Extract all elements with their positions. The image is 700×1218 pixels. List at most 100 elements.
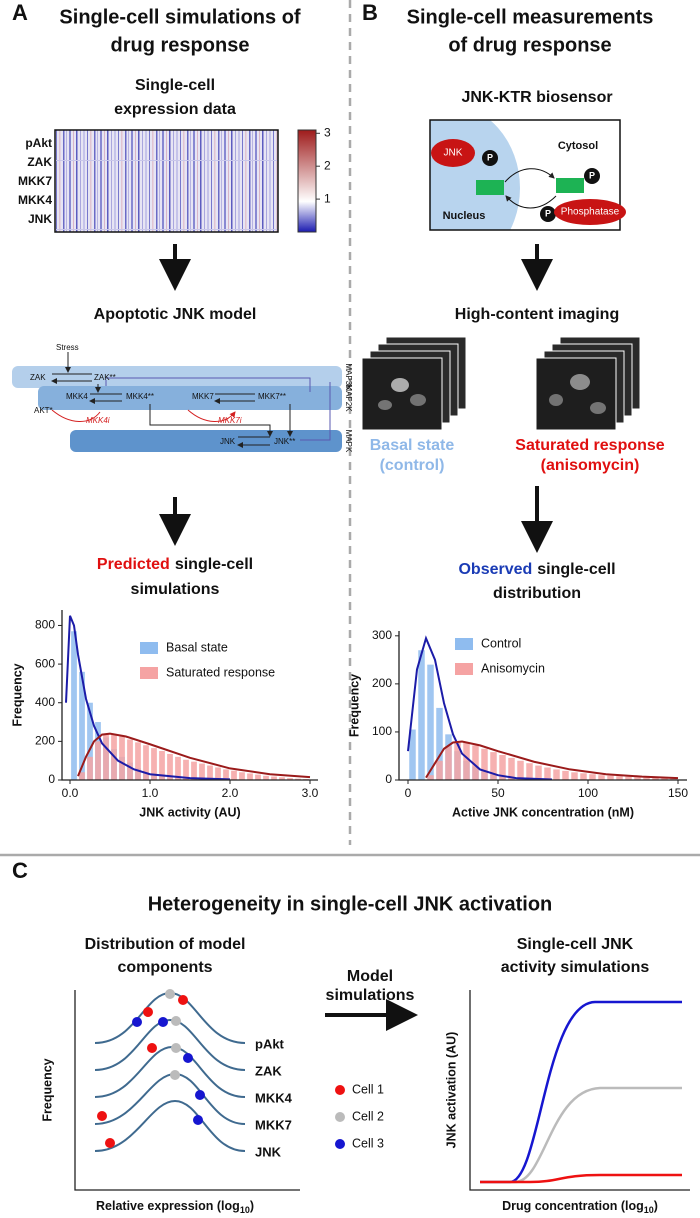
legend-dot [335,1112,345,1122]
text: Drug concentration (log [502,1199,644,1213]
phospho [540,206,556,222]
bar [295,778,301,780]
bar [571,772,578,780]
colorbar-label: 3 [324,125,331,139]
curve-label: MKK7 [255,1117,292,1132]
y-tick-label: 600 [35,656,55,670]
step-title: Observed single-cell [458,561,615,578]
edge [52,373,92,381]
cell [590,402,606,414]
bar [271,776,277,780]
cell [570,374,590,390]
bar [418,650,425,780]
bar [580,773,587,780]
curve-label: JNK [255,1144,282,1159]
node-label: MKK7i [218,416,242,425]
node-label: ZAK** [94,373,116,382]
response-curve [480,1000,682,1184]
step-title: Single-cell JNK [517,936,634,953]
bar [87,756,93,780]
bar [598,775,605,780]
bar [562,770,569,780]
edge [504,168,555,183]
bar [207,765,213,780]
edge [149,404,273,437]
cell [549,394,563,406]
bar [553,769,560,780]
legend-label: Basal state [166,640,228,654]
bar [151,748,157,780]
dot [178,995,188,1005]
node-label: MKK7** [258,392,286,401]
colorbar-ticks: 1 2 3 [316,125,331,205]
edge [215,393,255,401]
distributions [94,991,246,1152]
bar [119,736,125,780]
node-label: ZAK [30,373,46,382]
bar [652,777,659,780]
bar [87,702,93,780]
step-title: Single-cell [135,77,215,94]
row-label: MKK7 [18,174,52,188]
bar [135,742,141,780]
bar [625,776,632,780]
heatmap-rows: pAkt ZAK MKK7 MKK4 JNK [18,136,52,226]
node-label: Phosphatase [561,207,620,218]
axis-label: JNK activation (AU) [444,1032,458,1149]
bar [287,778,293,780]
bar [239,772,245,780]
arrow-label: Model [347,968,393,985]
condition-label: Basal state [370,437,455,454]
axis-label: Frequency [40,1058,54,1121]
condition-label: (anisomycin) [541,457,640,474]
text: ) [250,1199,254,1213]
cell [391,378,409,392]
x-tick-label: 3.0 [302,786,319,800]
curve-label: ZAK [255,1063,282,1078]
dot [158,1017,168,1027]
legend-swatch [455,663,473,675]
panel-title: Heterogeneity in single-cell JNK activat… [148,893,553,915]
colorbar-label: 1 [324,191,331,205]
node-label: MKK4** [126,392,154,401]
bar [409,729,416,780]
bar [159,751,165,780]
y-tick-label: 0 [48,772,55,786]
edge [238,436,270,445]
distribution [94,1045,246,1098]
axis [469,990,690,1191]
step-title: Apoptotic JNK model [94,306,257,323]
distribution [94,991,246,1044]
node-label: P [589,170,595,180]
panel-label: C [12,858,28,883]
dot [183,1053,193,1063]
panel-title: drug response [111,34,250,56]
highlight: Predicted [97,556,170,573]
legend-label: Cell 2 [352,1109,384,1123]
bar [79,671,85,780]
edge [105,377,311,392]
bar [463,742,470,780]
bar [79,772,85,780]
subscript: 10 [644,1205,654,1215]
x-tick-label: 0 [405,786,412,800]
legend-label: Saturated response [166,665,275,679]
step-title: High-content imaging [455,306,619,323]
x-axis-label: Active JNK concentration (nM) [452,805,634,819]
phospho [482,150,498,166]
bar [499,755,506,780]
node-label: Cytosol [558,140,598,152]
axis-label: Relative expression (log10) [96,1199,254,1215]
panel-label: B [362,0,378,25]
node-label: JNK [220,437,236,446]
legend-dot [335,1085,345,1095]
level-label: MAP3K [344,363,353,391]
bar [616,776,623,780]
colorbar-label: 2 [324,158,331,172]
text: single-cell [175,556,253,573]
node-label: Stress [56,343,79,352]
node-label: MKK7 [192,392,214,401]
biosensor-diagram [429,119,626,231]
row-label: pAkt [25,136,52,150]
text: single-cell [537,561,615,578]
